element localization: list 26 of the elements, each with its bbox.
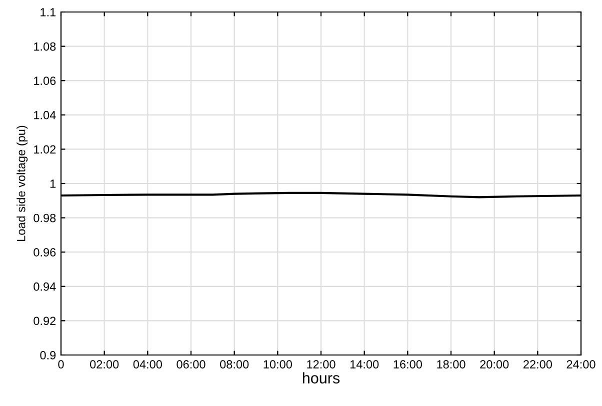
x-tick-label: 12:00: [307, 360, 336, 369]
x-tick-label: 10:00: [264, 360, 292, 369]
x-axis-title: hours: [302, 372, 340, 384]
y-tick-label: 1.06: [34, 76, 56, 85]
x-tick-label: 02:00: [90, 360, 119, 369]
y-tick-label: 1.1: [40, 8, 56, 16]
x-tick-label: 0: [58, 360, 64, 369]
x-tick-label: 08:00: [220, 360, 249, 369]
y-tick-label: 0.94: [34, 282, 56, 291]
x-tick-label: 16:00: [394, 360, 422, 369]
x-tick-label: 04:00: [133, 360, 162, 369]
y-tick-label: 1.04: [34, 110, 56, 120]
x-tick-label: 20:00: [480, 360, 509, 369]
x-tick-label: 24:00: [566, 360, 596, 369]
x-tick-label: 22:00: [523, 360, 552, 369]
y-tick-label: 0.98: [34, 214, 56, 222]
x-tick-label: 06:00: [176, 360, 206, 369]
x-tick-label: 14:00: [350, 360, 379, 369]
y-tick-label: 1.02: [34, 145, 56, 154]
y-tick-label: 0.9: [40, 351, 56, 360]
x-tick-label: 18:00: [437, 360, 466, 369]
y-tick-label: 0.96: [34, 248, 56, 256]
y-tick-label: 1.08: [34, 42, 56, 51]
y-tick-label: 1: [50, 180, 56, 188]
y-tick-label: 0.92: [34, 316, 56, 326]
y-axis-title: Load side voltage (pu): [16, 126, 28, 241]
